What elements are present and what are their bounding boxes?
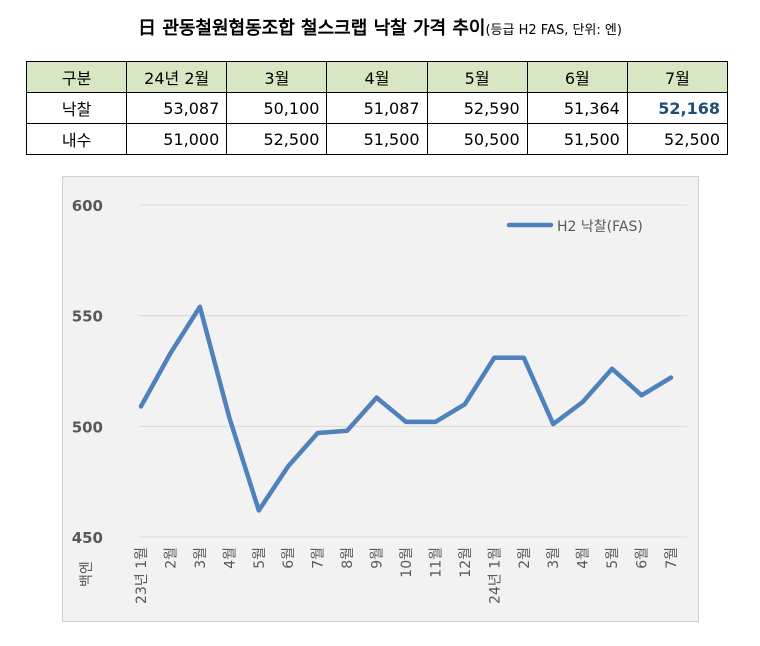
x-tick-label: 7월 — [311, 547, 327, 569]
data-point — [197, 304, 202, 309]
data-point — [227, 415, 232, 420]
chart-area: 450 500 550 600 백엔 23년 1월 2월 3월 4월 5월 6월 7월 8월 9월 10월 1… — [62, 176, 699, 622]
table-cell: 52,590 — [426, 92, 528, 124]
data-point — [492, 355, 497, 360]
x-tick-label: 2월 — [517, 547, 533, 569]
table-row: 내수 51,000 52,500 51,500 50,500 51,500 52… — [25, 123, 729, 155]
table-cell: 51,364 — [526, 92, 628, 124]
y-axis-label: 백엔 — [79, 561, 95, 587]
data-point — [139, 404, 143, 409]
x-tick-label: 11월 — [428, 547, 444, 578]
line-chart: 450 500 550 600 백엔 23년 1월 2월 3월 4월 5월 6월 7월 8월 9월 10월 1… — [72, 197, 687, 604]
table-header-col: 3월 — [226, 61, 328, 93]
table-cell: 53,087 — [126, 92, 228, 124]
table-cell: 51,000 — [126, 123, 228, 155]
x-tick-label: 8월 — [340, 547, 356, 569]
table-header-col: 4월 — [326, 61, 428, 93]
table-row-label: 내수 — [25, 123, 128, 155]
data-point — [315, 430, 320, 435]
table-header-col: 6월 — [526, 61, 628, 93]
x-tick-label: 4월 — [222, 547, 238, 569]
table-row: 낙찰 53,087 50,100 51,087 52,590 51,364 52… — [25, 92, 729, 124]
data-point — [462, 402, 467, 407]
data-point — [168, 351, 173, 356]
data-point — [610, 366, 615, 371]
table-cell-highlight: 52,168 — [626, 92, 729, 124]
table-cell: 52,500 — [626, 123, 729, 155]
price-table: 구분 24년 2월 3월 4월 5월 6월 7월 낙찰 53,087 50,10… — [25, 61, 729, 155]
x-tick-label: 4월 — [576, 547, 592, 569]
table-cell: 50,100 — [226, 92, 328, 124]
y-tick-label: 600 — [72, 197, 103, 215]
data-point — [286, 464, 291, 469]
data-point — [551, 422, 556, 427]
x-tick-label: 23년 1월 — [134, 547, 150, 604]
data-point — [639, 393, 644, 398]
data-point — [256, 508, 261, 513]
table-cell: 50,500 — [426, 123, 528, 155]
table-cell: 51,087 — [326, 92, 428, 124]
table-header-col: 7월 — [626, 61, 729, 93]
table-header-col: 5월 — [426, 61, 528, 93]
y-tick-label: 500 — [72, 418, 103, 436]
x-tick-label: 7월 — [664, 547, 680, 569]
data-point — [345, 428, 350, 433]
data-point — [433, 419, 438, 424]
x-tick-label: 24년 1월 — [487, 547, 503, 604]
table-header-row: 구분 24년 2월 3월 4월 5월 6월 7월 — [25, 61, 729, 93]
series-line — [138, 304, 674, 513]
data-point — [580, 399, 585, 404]
x-tick-label: 6월 — [635, 547, 651, 569]
table-cell: 51,500 — [526, 123, 628, 155]
x-tick-label: 5월 — [605, 547, 621, 569]
x-tick-label: 3월 — [193, 547, 209, 569]
x-tick-label: 10월 — [399, 547, 415, 578]
x-tick-label: 12월 — [458, 547, 474, 578]
data-point — [374, 395, 379, 400]
data-point — [521, 355, 526, 360]
table-header-corner: 구분 — [25, 61, 128, 93]
data-point — [669, 375, 673, 380]
data-point — [404, 419, 408, 424]
x-tick-label: 2월 — [163, 547, 179, 569]
y-tick-label: 550 — [72, 308, 103, 326]
table-cell: 51,500 — [326, 123, 428, 155]
x-tick-label: 6월 — [281, 547, 297, 569]
y-tick-label: 450 — [72, 529, 103, 547]
title-unit: (등급 H2 FAS, 단위: 엔) — [485, 23, 622, 38]
x-tick-label: 3월 — [546, 547, 562, 569]
legend-label: H2 낙찰(FAS) — [557, 219, 643, 235]
page-title: 日 관동철원협동조합 철스크랩 낙찰 가격 추이(등급 H2 FAS, 단위: … — [0, 14, 760, 40]
x-tick-label: 9월 — [370, 547, 386, 569]
x-tick-label: 5월 — [252, 547, 268, 569]
table-cell: 52,500 — [226, 123, 328, 155]
table-header-col: 24년 2월 — [126, 61, 228, 93]
title-main: 日 관동철원협동조합 철스크랩 낙찰 가격 추이 — [138, 18, 486, 39]
table-row-label: 낙찰 — [25, 92, 128, 124]
